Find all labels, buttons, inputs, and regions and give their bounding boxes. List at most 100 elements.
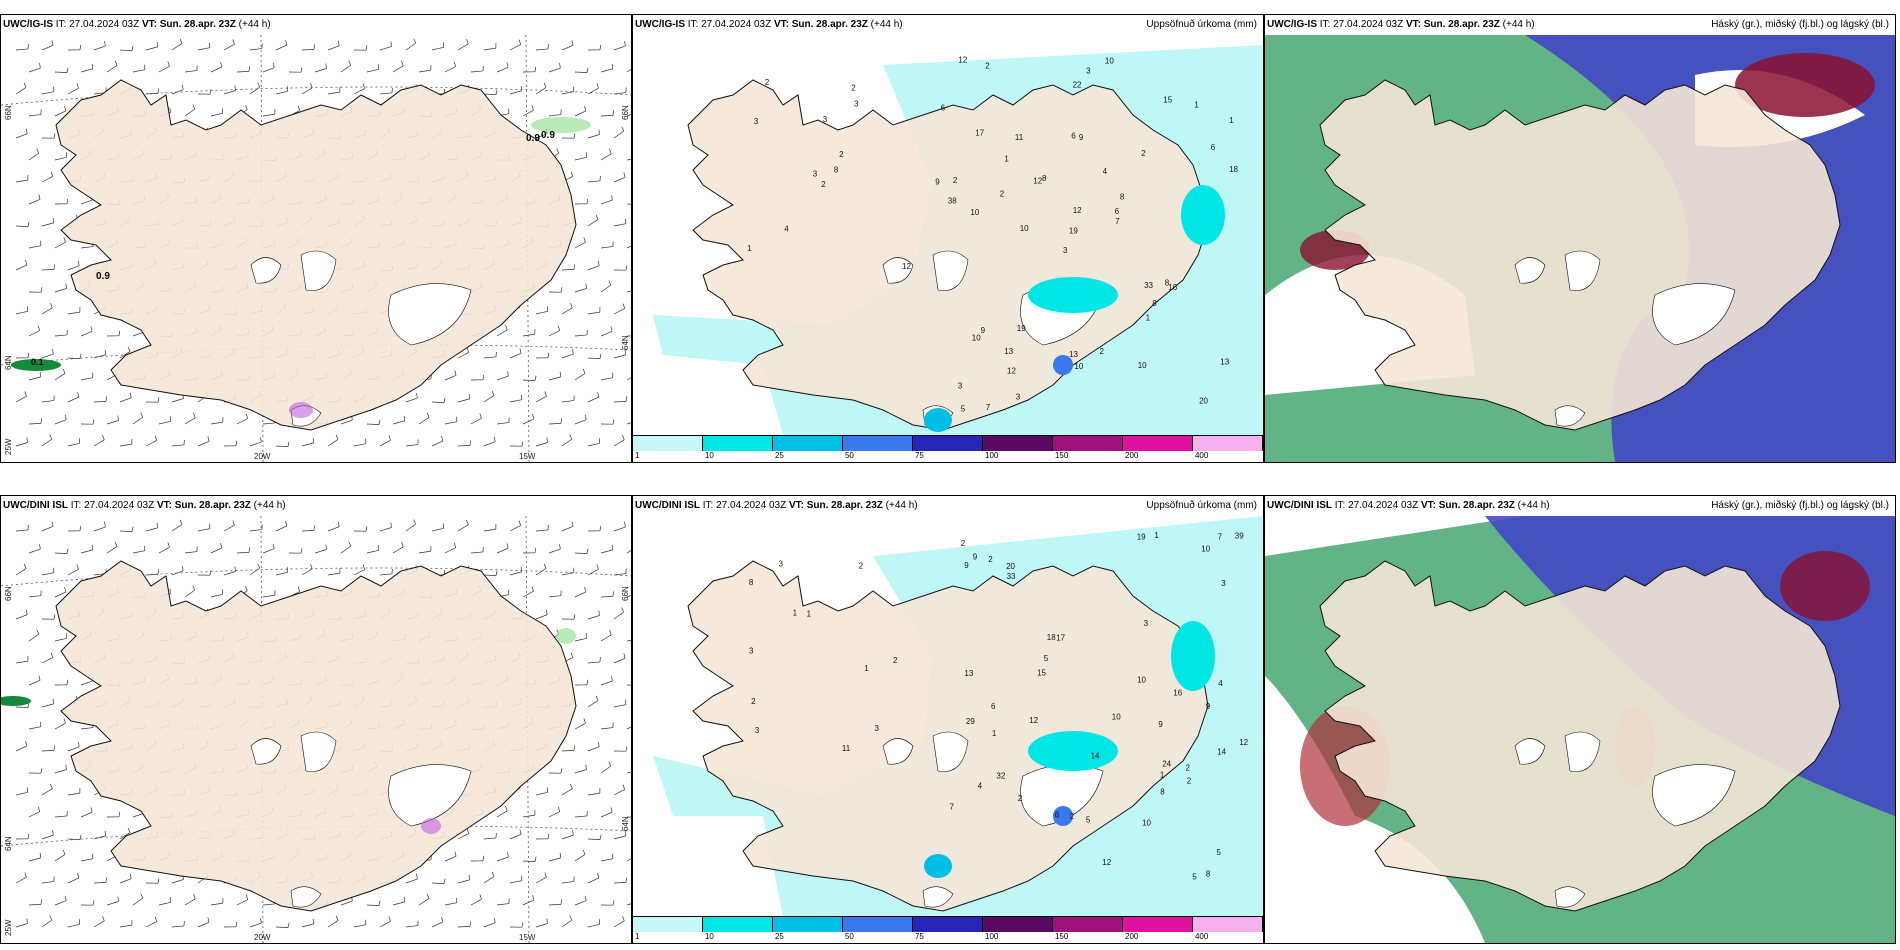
precip-value: 7	[986, 403, 991, 412]
wind-barb	[535, 395, 547, 403]
precip-value: 8	[1165, 279, 1170, 288]
wind-barb	[522, 333, 535, 337]
wind-barb-flag	[348, 541, 352, 547]
wind-barb-flag	[388, 916, 391, 922]
wind-barb	[457, 352, 469, 359]
wind-barb-flag	[426, 893, 430, 899]
wind-barb	[67, 792, 80, 796]
wind-barb	[54, 334, 67, 337]
wind-barb-flag	[583, 237, 586, 243]
wind-barb-flag	[24, 391, 27, 397]
wind-barb	[626, 203, 631, 205]
wind-barb-flag	[50, 303, 53, 308]
wind-barb-flag	[599, 525, 602, 531]
wind-barb-flag	[209, 570, 212, 576]
wind-barb-flag	[76, 564, 79, 570]
precip-value: 19	[1137, 533, 1146, 542]
wind-barb	[67, 442, 80, 447]
wind-barb-flag	[140, 412, 144, 418]
wind-barb	[54, 241, 66, 249]
wind-barb-flag	[466, 39, 469, 44]
wind-barb	[275, 571, 288, 576]
wind-barb	[67, 838, 81, 840]
wind-barb	[444, 374, 457, 381]
wind-barb-flag	[595, 695, 599, 701]
wind-barb-flag	[493, 436, 496, 442]
wind-barb-flag	[129, 392, 132, 398]
wind-barb-flag	[66, 679, 69, 685]
wind-barb	[249, 441, 262, 447]
wind-barb	[496, 810, 508, 818]
wind-barb	[275, 44, 288, 51]
wind-barb-flag	[598, 129, 600, 135]
wind-barb	[379, 920, 391, 928]
precip-value: 10	[1105, 57, 1114, 66]
wind-barb-flag	[297, 105, 301, 111]
wind-barb	[561, 269, 575, 271]
colorbar-tick-label: 150	[1054, 932, 1069, 941]
wind-map[interactable]: 66N 64N 25W 66N 64N 20W 15W	[1, 516, 631, 943]
wind-barb	[561, 400, 574, 403]
cloud-map[interactable]	[1265, 516, 1895, 943]
wind-barb	[600, 727, 613, 730]
precip-map[interactable]: 2 3 3 1 2 4 2 3 3 8 2 12 10 1 3 2 7 6 4 9 8 3 12 9 8 16 17 22 38 33 18…	[633, 35, 1263, 435]
wind-barb	[561, 919, 573, 928]
wind-barb-flag	[441, 436, 444, 442]
wind-barb	[626, 245, 631, 249]
lon-label: 20W	[254, 452, 271, 461]
wind-barb	[496, 856, 509, 862]
wind-barb	[496, 903, 509, 906]
wind-barb-flag	[287, 922, 290, 928]
wind-barb-flag	[23, 563, 27, 569]
wind-barb-flag	[131, 45, 134, 51]
wind-barb	[249, 86, 261, 95]
wind-barb-flag	[181, 84, 184, 90]
wind-barb-flag	[547, 352, 550, 358]
wind-barb-flag	[40, 287, 43, 293]
panel-header: UWC/IG-IS IT: 27.04.2024 03Z VT: Sun. 28…	[633, 15, 1263, 35]
glacier-outline	[290, 886, 322, 908]
precip-value: 9	[1158, 720, 1163, 729]
wind-barb	[626, 422, 631, 425]
cloud-map-panel-top: UWC/IG-IS IT: 27.04.2024 03Z VT: Sun. 28…	[1264, 14, 1896, 463]
wind-barb-flag	[507, 852, 509, 858]
panel-header: UWC/DINI ISL IT: 27.04.2024 03Z VT: Sun.…	[633, 496, 1263, 516]
lat-label: 64N	[621, 335, 630, 350]
map-title: Háský (gr.), miðský (fj.bl.) og lágský (…	[1711, 19, 1889, 30]
wind-barb-flag	[362, 564, 366, 570]
wind-barb-flag	[612, 110, 614, 116]
wind-barb	[223, 571, 236, 576]
precip-value: 3	[958, 381, 963, 390]
precip-value: 33	[1144, 281, 1153, 290]
precip-value: 10	[1201, 545, 1210, 554]
wind-barb	[15, 133, 28, 139]
wind-barb	[132, 897, 144, 906]
wind-barb	[106, 546, 118, 554]
colorbar-swatch	[983, 917, 1053, 932]
wind-barb	[210, 66, 223, 73]
precip-value: 3	[854, 100, 859, 109]
wind-barb	[392, 420, 405, 425]
wind-barb-flag	[586, 198, 589, 204]
wind-barb-flag	[272, 62, 275, 68]
wind-barb-flag	[62, 849, 66, 855]
colorbar-tick-label: 75	[914, 451, 924, 460]
precip-map[interactable]: 1 2 3 3 1 3 2 2 1 11 8 3 9 5 6 4 14 10 17 32 39 10 15 14 19 20 24 2…	[633, 516, 1263, 916]
glacier-outline	[1554, 405, 1586, 427]
precip-value: 4	[978, 782, 983, 791]
wind-map[interactable]: 66N 64N 25W 66N 64N 20W 15W 0.9 0.9 0.9 …	[1, 35, 631, 462]
precip-value: 9	[1079, 133, 1084, 142]
wind-barb-flag	[37, 806, 41, 812]
cloud-map[interactable]	[1265, 35, 1895, 462]
wind-barb-flag	[245, 105, 248, 110]
wind-barb	[249, 48, 262, 51]
wind-barb-flag	[66, 67, 69, 73]
wind-barb-flag	[192, 104, 196, 110]
wind-barb	[262, 422, 275, 425]
precip-value: 2	[859, 562, 864, 571]
wind-barb-flag	[495, 89, 498, 95]
wind-barb-flag	[623, 172, 626, 178]
wind-barb	[28, 423, 42, 425]
wind-barb	[457, 833, 469, 840]
wind-barb	[41, 269, 55, 271]
